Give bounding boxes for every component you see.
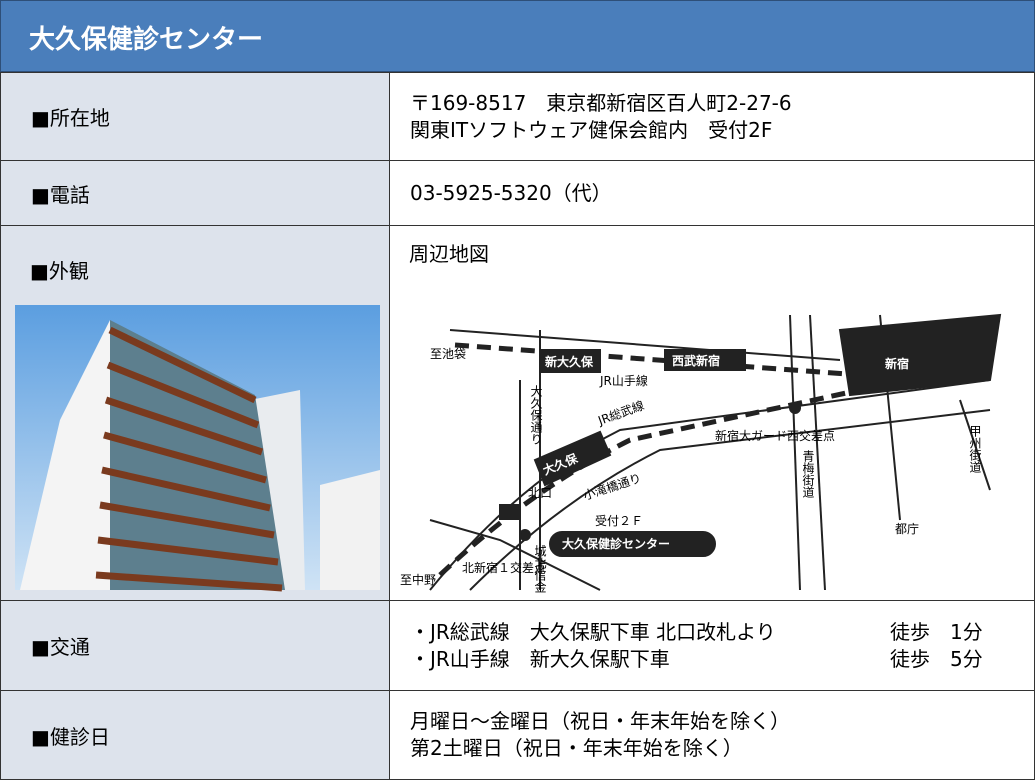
map-label: 都庁 (895, 522, 919, 536)
text-line-row: ・JR山手線 新大久保駅下車 徒歩 5分 (410, 646, 1034, 673)
text-line: 月曜日～金曜日（祝日・年末年始を除く） (410, 709, 790, 733)
map-label: 新大久保 (545, 354, 594, 369)
area-map (393, 305, 1018, 591)
map-label: 新宿大ガード西交差点 (715, 428, 835, 443)
header-title: 大久保健診センター (0, 0, 1035, 72)
row-value: 〒169-8517 東京都新宿区百人町2-27-6 関東ITソフトウェア健保会館… (389, 72, 1035, 161)
row-label: ■交通 (0, 600, 390, 691)
text-line-row: ・JR総武線 大久保駅下車 北口改札より 徒歩 1分 (410, 619, 1034, 646)
building-photo (15, 305, 380, 592)
row-value: ・JR総武線 大久保駅下車 北口改札より 徒歩 1分 ・JR山手線 新大久保駅下車… (389, 600, 1035, 691)
text-line: 関東ITソフトウェア健保会館内 受付2F (410, 117, 773, 142)
walk-time: 徒歩 1分 (890, 619, 983, 644)
text-line: ・JR山手線 新大久保駅下車 (410, 646, 670, 671)
row-label: ■外観 (30, 259, 89, 283)
map-label: 至中野 (400, 572, 436, 587)
map-label: 西武新宿 (672, 353, 720, 368)
map-label: 青梅街道 (801, 450, 815, 498)
map-label: 新宿 (885, 356, 909, 371)
map-label: 受付２Ｆ (595, 514, 643, 528)
map-label: 北口 (528, 486, 552, 500)
map-label: JR山手線 (599, 373, 648, 388)
map-label: 大久保健診センター (562, 536, 670, 551)
map-label: 北新宿１交差点 (462, 560, 546, 575)
row-value: 03-5925-5320（代） (389, 160, 1035, 226)
text-line: 〒169-8517 東京都新宿区百人町2-27-6 (410, 90, 792, 115)
text-line: 周辺地図 (409, 242, 489, 266)
text-line: 第2土曜日（祝日・年末年始を除く） (410, 736, 743, 760)
text-line: 03-5925-5320（代） (410, 180, 612, 205)
map-label: 至池袋 (430, 347, 466, 361)
map-label: 城北信金 (533, 545, 547, 593)
map-label: 甲州街道 (968, 425, 982, 473)
text-line: ・JR総武線 大久保駅下車 北口改札より (410, 619, 776, 644)
walk-time: 徒歩 5分 (890, 646, 983, 671)
row-label: ■健診日 (0, 690, 390, 780)
row-value: 月曜日～金曜日（祝日・年末年始を除く） 第2土曜日（祝日・年末年始を除く） (389, 690, 1035, 780)
map-label: 大久保通り (529, 385, 543, 445)
